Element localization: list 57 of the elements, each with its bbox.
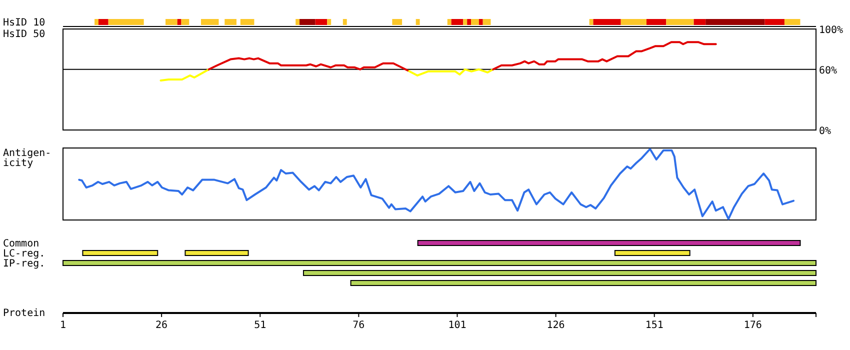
bar <box>471 19 479 25</box>
bar <box>451 19 464 25</box>
bar <box>646 19 666 25</box>
bar <box>467 19 472 25</box>
bar <box>694 19 706 25</box>
bar <box>589 19 594 25</box>
y-tick-label: HsID 10 <box>3 18 46 28</box>
bar <box>447 19 452 25</box>
bar <box>200 19 219 25</box>
x-tick-label: 26 <box>156 320 168 331</box>
x-tick-label: 1 <box>60 320 66 331</box>
bar <box>184 250 249 256</box>
bar <box>315 19 328 25</box>
bar <box>342 19 347 25</box>
bar <box>181 19 190 25</box>
bar <box>82 250 158 256</box>
bar <box>666 19 694 25</box>
bar <box>593 19 621 25</box>
bar <box>784 19 800 25</box>
x-tick-label: 126 <box>546 320 565 331</box>
bar <box>764 19 784 25</box>
x-tick-label: 51 <box>254 320 266 331</box>
y-axis-title: HsID 50 <box>3 29 46 40</box>
bar <box>614 250 690 256</box>
y-tick-label: 100% <box>819 25 844 36</box>
y-axis-title: Antigen- icity <box>3 148 52 169</box>
bar <box>417 240 801 246</box>
bar <box>300 19 316 25</box>
bar <box>463 19 468 25</box>
bar <box>98 19 108 25</box>
bar <box>177 19 182 25</box>
bar <box>94 19 98 25</box>
bar <box>482 19 491 25</box>
bar <box>166 19 178 25</box>
y-tick-label: IP-reg. <box>3 258 46 270</box>
x-tick-label: 151 <box>645 320 664 331</box>
y-tick-label: 60% <box>819 65 838 76</box>
bar <box>416 19 420 25</box>
y-tick-label: 0% <box>819 126 832 137</box>
y-tick-label: LC-reg. <box>3 248 46 260</box>
bar <box>392 19 402 25</box>
bar <box>620 19 646 25</box>
bar <box>350 280 816 286</box>
bar <box>108 19 144 25</box>
bar <box>240 19 254 25</box>
bar <box>706 19 765 25</box>
bar <box>224 19 236 25</box>
bar <box>327 19 332 25</box>
x-tick-label: 76 <box>352 320 365 331</box>
bar <box>296 19 300 25</box>
x-tick-label: 176 <box>744 320 762 331</box>
x-axis-title: Protein <box>3 308 46 319</box>
bar <box>478 19 483 25</box>
x-tick-label: 101 <box>448 320 466 331</box>
bar <box>62 260 816 266</box>
bar <box>302 270 816 276</box>
y-tick-label: Common <box>3 238 40 250</box>
